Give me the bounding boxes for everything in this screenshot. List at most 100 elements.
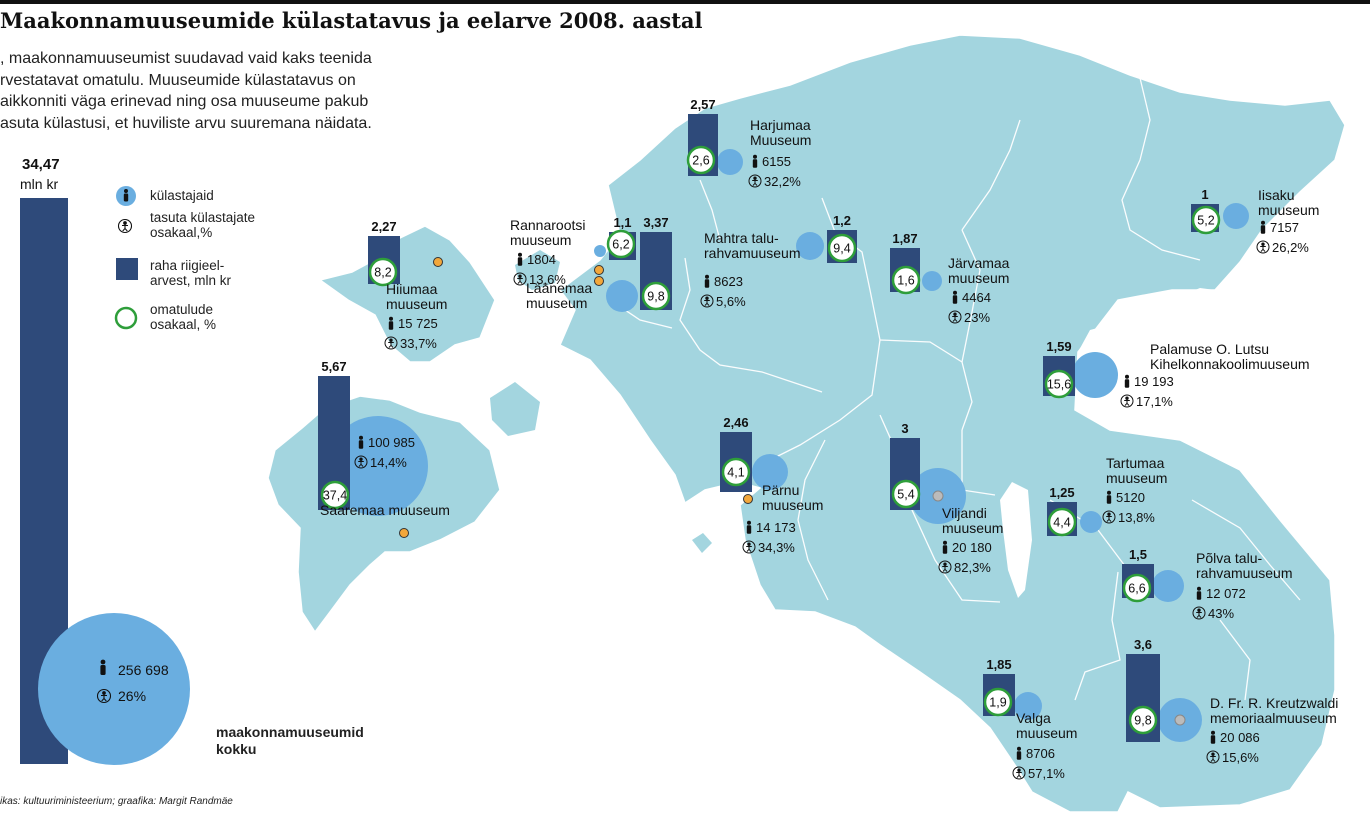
free-share-value: 14,4% xyxy=(370,455,407,470)
visitor-circle xyxy=(717,149,743,175)
own-income-value: 2,6 xyxy=(692,154,709,168)
budget-value: 1,25 xyxy=(1049,485,1074,500)
free-share-value: 15,6% xyxy=(1222,750,1259,765)
legend-free-share-icon xyxy=(117,218,133,234)
visitors-value: 4464 xyxy=(962,290,991,305)
own-income-value: 37,4 xyxy=(323,489,347,503)
museum-name: muuseum xyxy=(526,295,587,311)
museum-name: muuseum xyxy=(510,232,571,248)
visitor-circle xyxy=(1014,692,1042,720)
visitors-value: 8706 xyxy=(1026,746,1055,761)
budget-value: 3,6 xyxy=(1134,637,1152,652)
museum-name: Saaremaa muuseum xyxy=(320,502,450,518)
museum-name: muuseum xyxy=(762,497,823,513)
free-share-value: 23% xyxy=(964,310,990,325)
museum-name: Muuseum xyxy=(750,132,811,148)
budget-value: 1,5 xyxy=(1129,547,1147,562)
museum-name: memoriaalmuuseum xyxy=(1210,710,1337,726)
visitor-circle xyxy=(328,416,428,516)
person-icon xyxy=(1124,374,1130,388)
free-share-value: 13,8% xyxy=(1118,510,1155,525)
location-dot xyxy=(594,265,604,275)
visitor-circle xyxy=(606,280,638,312)
own-income-value: 4,1 xyxy=(727,466,744,480)
own-income-ring xyxy=(1047,507,1077,537)
person-icon xyxy=(752,154,758,168)
own-income-ring xyxy=(721,457,751,487)
legend-line: tasuta külastajate xyxy=(150,210,256,225)
museum-name: muuseum xyxy=(386,296,447,312)
museum-name: rahvamuuseum xyxy=(704,245,801,261)
free-share-value: 43% xyxy=(1208,606,1234,621)
legend-own-income-ring xyxy=(114,306,138,330)
person-icon xyxy=(1260,220,1266,234)
source-note: ikas: kultuuriministeerium; graafika: Ma… xyxy=(0,796,233,807)
visitor-circle xyxy=(1080,511,1102,533)
free-share-value: 34,3% xyxy=(758,540,795,555)
own-income-value: 6,2 xyxy=(612,238,629,252)
budget-value: 3 xyxy=(901,421,908,436)
museum-name: D. Fr. R. Kreutzwaldi xyxy=(1210,695,1338,711)
budget-value: 1,59 xyxy=(1046,339,1071,354)
person-icon xyxy=(1196,586,1202,600)
total-label-line: maakonnamuuseumid xyxy=(216,724,364,740)
location-dot xyxy=(399,528,409,538)
intro-line: , maakonnamuuseumist suudavad vaid kaks … xyxy=(0,50,372,67)
museum-name: Rannarootsi xyxy=(510,217,586,233)
museum-name: Hiiumaa xyxy=(386,281,438,297)
person-icon xyxy=(1106,490,1112,504)
visitors-value: 15 725 xyxy=(398,316,438,331)
total-free-share-icon xyxy=(96,688,112,704)
visitor-circle xyxy=(1072,352,1118,398)
own-income-ring xyxy=(1122,573,1152,603)
visitors-value: 20 180 xyxy=(952,540,992,555)
own-income-ring xyxy=(891,265,921,295)
free-share-icon xyxy=(513,272,527,286)
visitors-value: 1804 xyxy=(527,252,556,267)
person-icon xyxy=(704,274,710,288)
total-free-share-value: 26% xyxy=(118,688,146,704)
free-share-value: 82,3% xyxy=(954,560,991,575)
museum-name: muuseum xyxy=(1106,470,1167,486)
free-share-icon xyxy=(938,560,952,574)
budget-value: 2,46 xyxy=(723,415,748,430)
lake-vortsjarv xyxy=(1000,482,1032,598)
visitors-value: 6155 xyxy=(762,154,791,169)
own-income-value: 5,4 xyxy=(897,488,914,502)
visitors-value: 100 985 xyxy=(368,435,415,450)
page-title: Maakonnamuuseumide külastatavus ja eelar… xyxy=(0,8,703,33)
own-income-ring xyxy=(1191,205,1221,235)
intro-line: asuta külastusi, et huviliste arvu suure… xyxy=(0,114,372,132)
free-share-icon xyxy=(1256,240,1270,254)
museum-name: Tartumaa xyxy=(1106,455,1165,471)
own-income-value: 9,8 xyxy=(1134,714,1151,728)
legend-line: raha riigieel- xyxy=(150,258,225,273)
mainland-shape xyxy=(558,34,1346,813)
free-share-value: 13,6% xyxy=(529,272,566,287)
visitors-value: 8623 xyxy=(714,274,743,289)
person-icon xyxy=(746,520,752,534)
museum-kreutzwaldi: 3,6 9,8 D. Fr. R. Kreutzwaldimemoriaalmuus… xyxy=(1126,637,1338,765)
own-income-ring xyxy=(320,480,350,510)
budget-value: 1,2 xyxy=(833,213,851,228)
legend-person-icon xyxy=(123,189,129,202)
free-share-value: 17,1% xyxy=(1136,394,1173,409)
own-income-value: 9,4 xyxy=(833,242,850,256)
legend-line: osakaal,% xyxy=(150,225,213,240)
kihnu-island xyxy=(692,533,712,553)
own-income-value: 6,6 xyxy=(1128,582,1145,596)
own-income-value: 1,9 xyxy=(989,696,1006,710)
title-bar: Maakonnamuuseumide külastatavus ja eelar… xyxy=(0,0,1370,34)
free-share-icon xyxy=(384,336,398,350)
location-dot xyxy=(594,276,604,286)
museum-name: Läänemaa xyxy=(526,280,592,296)
